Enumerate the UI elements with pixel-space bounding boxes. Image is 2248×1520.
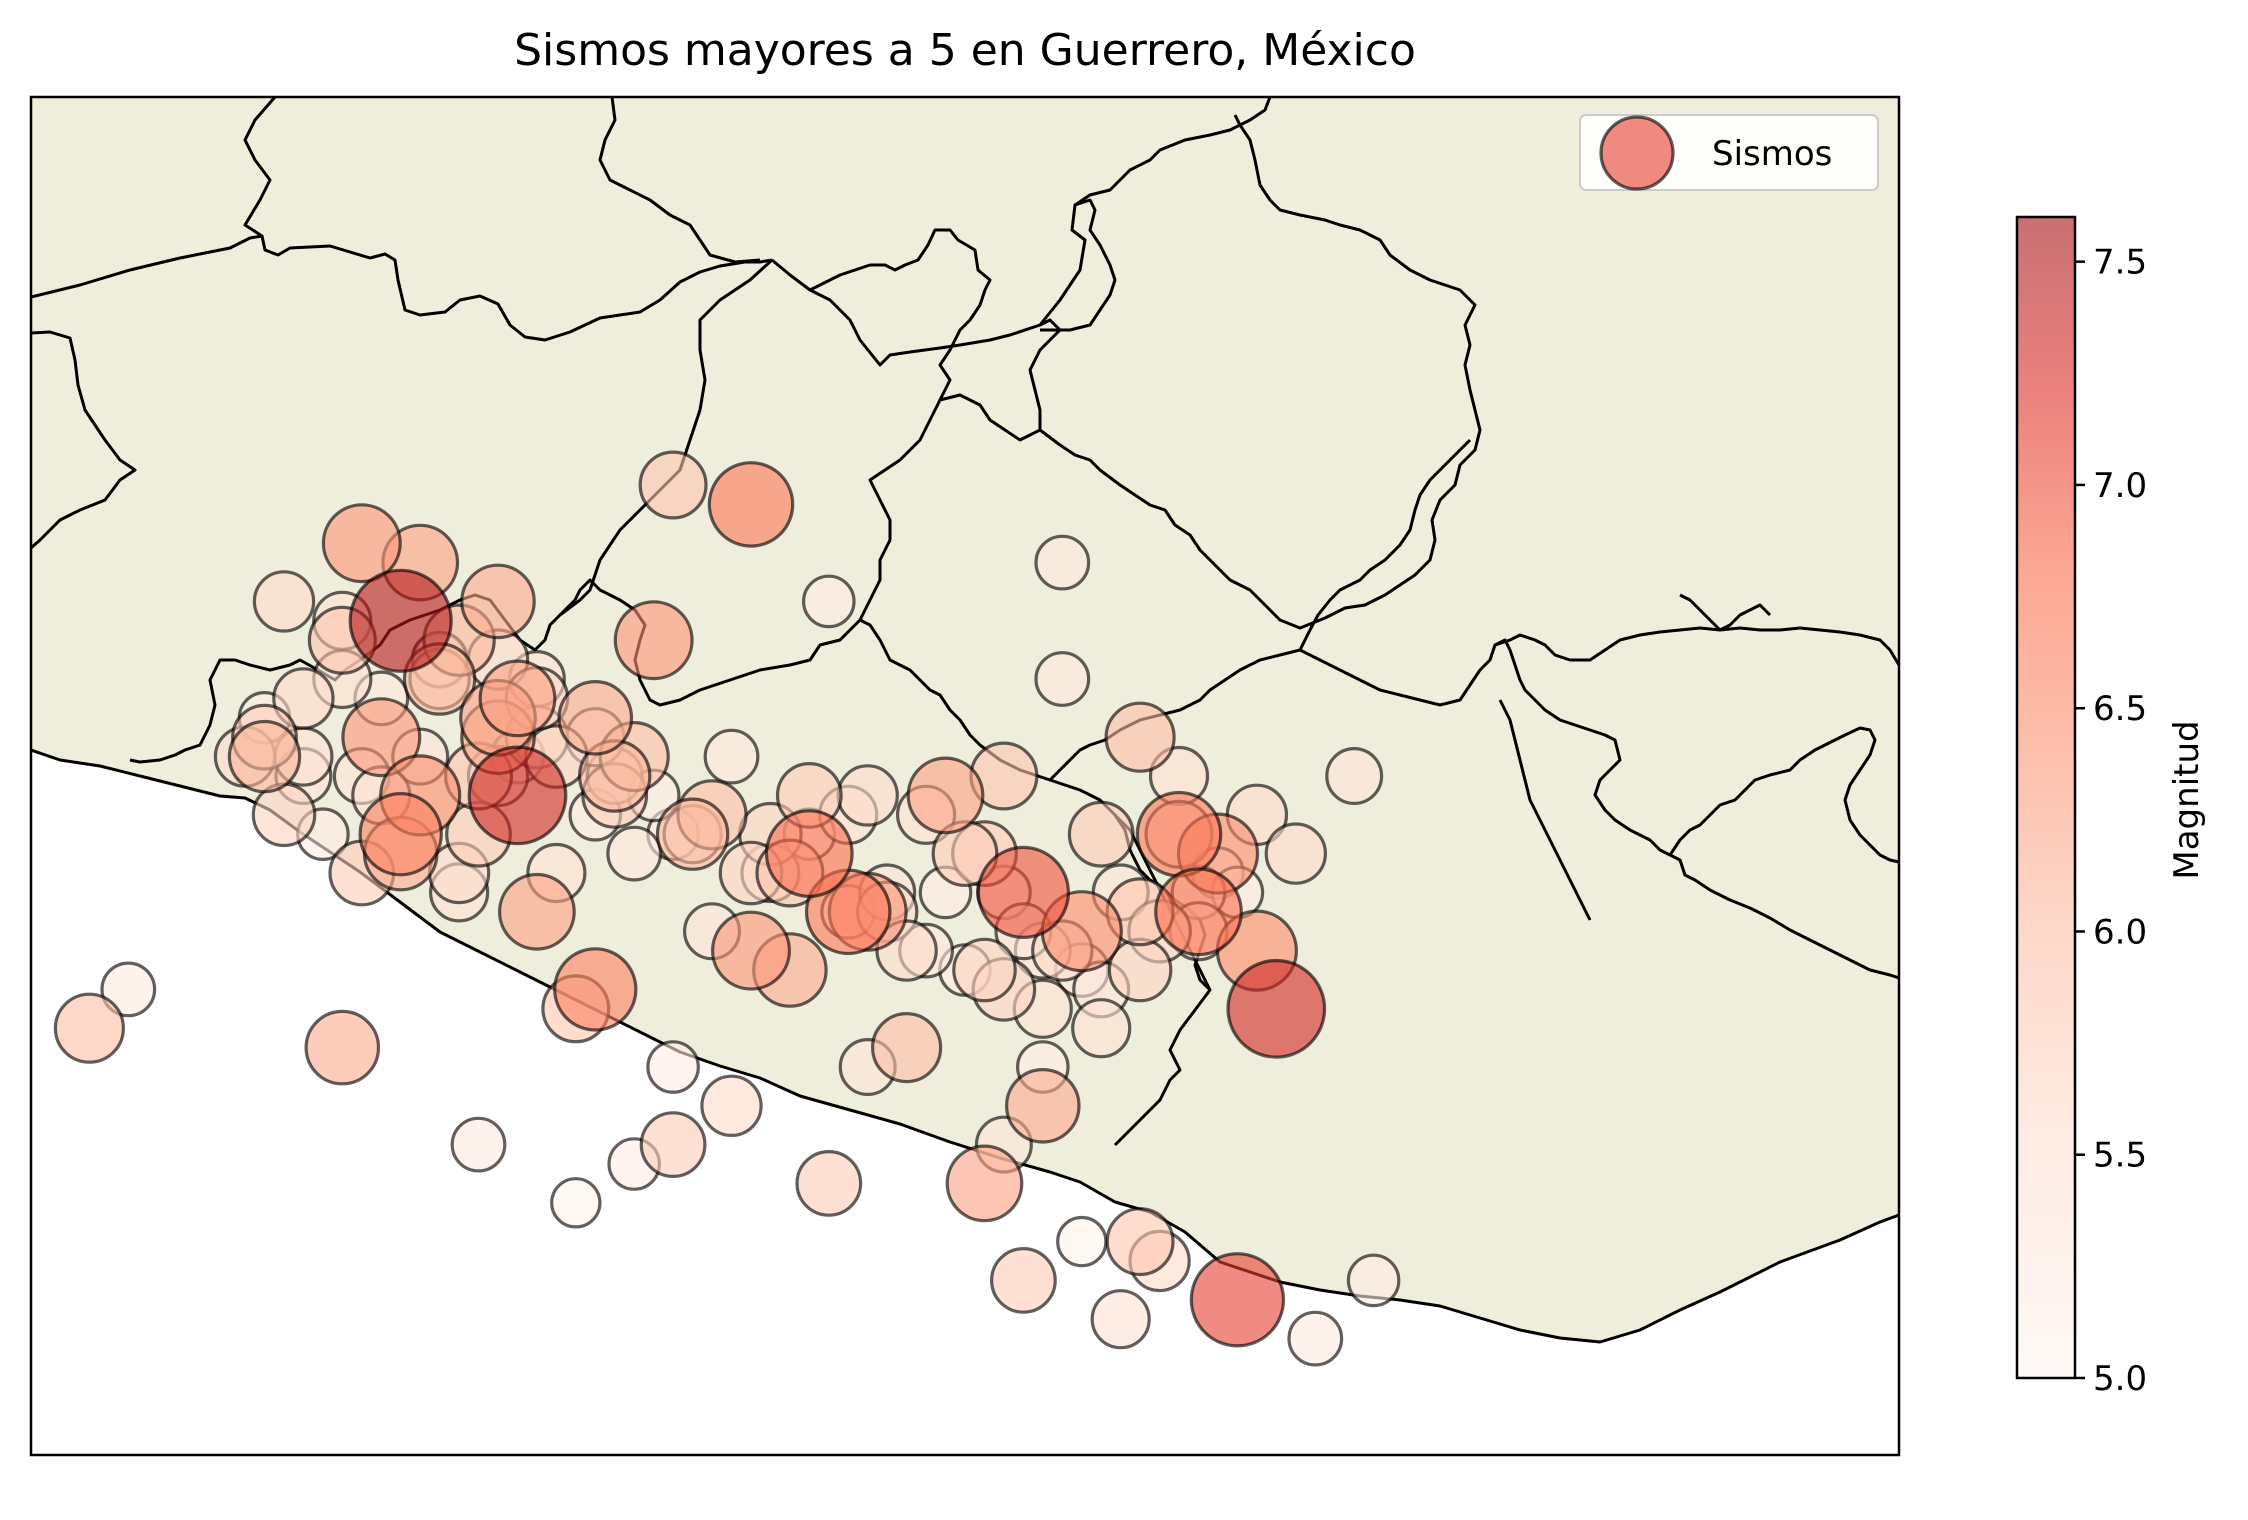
- chart-title: Sismos mayores a 5 en Guerrero, México: [514, 25, 1416, 76]
- earthquake-point: [553, 947, 638, 1032]
- earthquake-point: [1005, 1068, 1081, 1144]
- earthquake-point: [1105, 1207, 1175, 1277]
- earthquake-point: [450, 1116, 507, 1173]
- colorbar-tick-label: 7.5: [2093, 243, 2147, 283]
- earthquake-point: [795, 1149, 863, 1217]
- landmass: [31, 97, 1899, 1342]
- earthquake-point: [870, 1011, 943, 1084]
- map-frame: [29, 95, 1901, 1457]
- earthquake-point: [272, 667, 335, 730]
- earthquake-point: [1154, 867, 1243, 957]
- earthquake-point: [1226, 958, 1327, 1059]
- earthquake-point: [1090, 1289, 1151, 1350]
- earthquake-point: [460, 563, 536, 640]
- earthquake-point: [251, 782, 317, 848]
- earthquake-point: [976, 845, 1071, 940]
- earthquake-point: [478, 659, 557, 738]
- colorbar-frame: [2015, 215, 2077, 1380]
- colorbar-ticks: 5.0 5.5 6.0 6.5 7.0 7.5: [2075, 243, 2147, 1399]
- earthquake-point: [1325, 746, 1384, 805]
- colorbar: 5.0 5.5 6.0 6.5 7.0 7.5 Magnitud: [2015, 215, 2207, 1399]
- earthquake-point: [638, 450, 708, 520]
- earthquake-point: [639, 1111, 707, 1178]
- earthquake-point: [100, 961, 157, 1018]
- earthquake-point: [1056, 1215, 1108, 1268]
- earthquake-point: [1034, 651, 1091, 707]
- colorbar-tick-label: 6.0: [2093, 912, 2147, 952]
- earthquake-point: [700, 1074, 763, 1138]
- earthquake-point: [1104, 701, 1176, 773]
- earthquake-point: [646, 1040, 700, 1094]
- earthquake-points: [53, 450, 1401, 1367]
- colorbar-tick-label: 5.0: [2093, 1359, 2147, 1399]
- earthquake-point: [655, 797, 730, 871]
- earthquake-point: [952, 937, 1017, 1003]
- colorbar-gradient: [2017, 217, 2075, 1378]
- earthquake-point: [1135, 790, 1223, 878]
- earthquake-point: [945, 1144, 1024, 1223]
- earthquake-point: [1071, 998, 1132, 1059]
- earthquake-point: [467, 745, 568, 846]
- earthquake-point: [53, 992, 126, 1064]
- earthquake-point: [550, 1177, 602, 1229]
- legend-marker: [1599, 115, 1675, 191]
- earthquake-point: [227, 719, 302, 794]
- earthquake-point: [348, 568, 453, 673]
- earthquake-point: [707, 461, 795, 548]
- legend-label: Sismos: [1712, 134, 1832, 174]
- earthquake-point: [613, 600, 694, 681]
- earthquake-point: [606, 825, 663, 882]
- earthquake-point: [1346, 1253, 1401, 1308]
- earthquake-point: [710, 910, 791, 991]
- colorbar-tick-label: 6.5: [2093, 689, 2147, 729]
- earthquake-point: [304, 1009, 381, 1086]
- earthquake-point: [1287, 1310, 1344, 1367]
- earthquake-point: [341, 697, 422, 778]
- earthquake-point: [321, 503, 402, 584]
- earthquake-point: [498, 872, 576, 951]
- earthquake-point: [764, 809, 854, 898]
- earthquake-point: [1067, 800, 1135, 868]
- earthquake-point: [252, 570, 316, 633]
- earthquake-point: [906, 756, 985, 835]
- earthquake-point: [358, 792, 443, 877]
- earthquake-point: [990, 1246, 1057, 1314]
- map-area: [31, 97, 1899, 1455]
- earthquake-point: [836, 764, 899, 827]
- earthquake-point: [703, 728, 760, 785]
- colorbar-tick-label: 7.0: [2093, 466, 2147, 506]
- legend: Sismos: [1579, 114, 1879, 191]
- earthquake-point: [1264, 822, 1328, 885]
- earthquake-point: [557, 679, 634, 756]
- colorbar-tick-label: 5.5: [2093, 1136, 2147, 1176]
- earthquake-point: [801, 574, 856, 629]
- colorbar-label: Magnitud: [2167, 720, 2207, 879]
- earthquake-point: [1189, 1252, 1286, 1348]
- earthquake-point: [1034, 534, 1091, 591]
